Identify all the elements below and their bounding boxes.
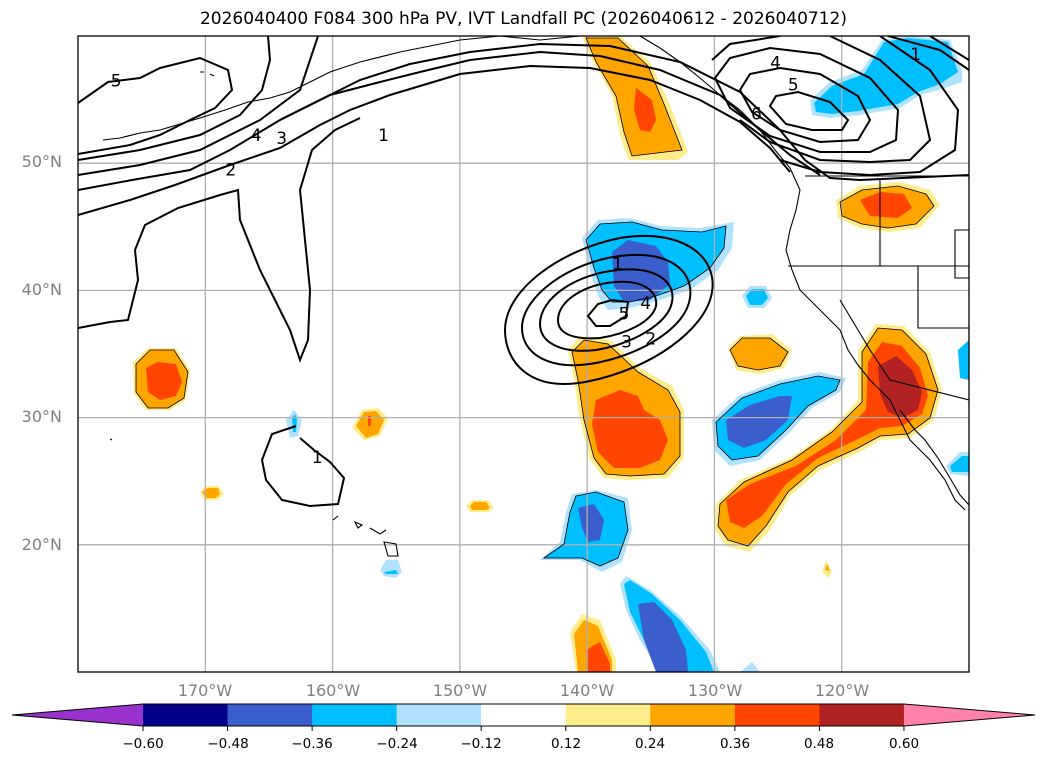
coastline-baja — [899, 409, 969, 506]
colorbar-tick-label: 0.36 — [719, 736, 751, 752]
lat-label-20n: 20°N — [21, 535, 62, 554]
contour-label: 5 — [788, 75, 799, 95]
contour-label: 4 — [770, 54, 781, 74]
colorbar-segment — [565, 704, 651, 726]
coastline-alaska-aleutians — [102, 36, 501, 141]
colorbar-tick-label: −0.24 — [376, 736, 418, 752]
pv-contour-1-loop — [78, 117, 361, 363]
lon-label-170w: 170°W — [177, 681, 233, 700]
pv-contour-1-west — [78, 64, 791, 216]
colorbar-tick-label: −0.36 — [291, 736, 333, 752]
colorbar-segment — [819, 704, 905, 726]
pv-contour-1-hawaii — [260, 425, 346, 508]
colorbar — [11, 703, 1036, 731]
coastline-hawaii — [332, 515, 399, 557]
contour-label: 5 — [619, 304, 630, 324]
lon-label-140w: 140°W — [559, 681, 615, 700]
pv-contour-6-ne — [768, 90, 850, 131]
coastline-small-islands — [109, 71, 215, 441]
pv-contour-2-central — [520, 253, 692, 367]
pv-contour-4-ne — [713, 46, 900, 153]
lon-label-120w: 120°W — [814, 681, 870, 700]
contour-label: 3 — [276, 129, 287, 149]
colorbar-segment — [227, 704, 313, 726]
colorbar-segment — [396, 704, 482, 726]
colorbar-segment — [481, 704, 567, 726]
pv-contour-2-ne — [779, 36, 960, 177]
contour-label: 1 — [612, 255, 623, 275]
pv-contour-5-west — [78, 56, 234, 155]
map-frame — [77, 35, 970, 673]
lon-label-160w: 160°W — [305, 681, 361, 700]
colorbar-segment — [650, 704, 736, 726]
contour-label: 4 — [640, 294, 651, 314]
lat-label-40n: 40°N — [21, 280, 62, 299]
contour-label: 6 — [751, 105, 762, 125]
contour-label: 4 — [251, 126, 262, 146]
pv-contour-3-west — [78, 36, 319, 176]
ocean-background — [78, 36, 969, 672]
pv-contour-4-central — [556, 280, 658, 340]
colorbar-tick-label: −0.60 — [122, 736, 164, 752]
colorbar-tick-label: 0.60 — [888, 736, 920, 752]
contour-label: 1 — [378, 126, 389, 146]
colorbar-tick-label: 0.24 — [634, 736, 666, 752]
pv-contour-1-central — [503, 234, 714, 385]
map-plot-area — [78, 36, 969, 672]
colorbar-segment — [312, 704, 398, 726]
border-states — [788, 180, 969, 401]
colorbar-tick-label: 0.48 — [803, 736, 835, 752]
pv-contours — [78, 36, 969, 508]
shade-outlines — [135, 37, 939, 567]
lat-label-50n: 50°N — [21, 152, 62, 171]
pv-contour-3-extended — [279, 42, 969, 182]
colorbar-extend-min — [12, 704, 143, 726]
contour-label: 5 — [111, 72, 122, 92]
contour-label: 1 — [910, 45, 921, 65]
lon-label-150w: 150°W — [432, 681, 488, 700]
colorbar-tick-label: −0.12 — [460, 736, 502, 752]
gridlines — [78, 36, 969, 672]
colorbar-tick-label: −0.48 — [207, 736, 249, 752]
lon-label-130w: 130°W — [687, 681, 743, 700]
pv-contour-5-central — [586, 298, 630, 327]
colorbar-segment — [143, 704, 229, 726]
contour-label: 3 — [621, 332, 632, 352]
contour-label: 1 — [312, 448, 323, 468]
colorbar-segment — [734, 704, 820, 726]
lat-label-30n: 30°N — [21, 407, 62, 426]
contour-label: 2 — [645, 330, 656, 350]
pv-contour-5-ne — [738, 66, 872, 144]
pv-contour-2-west — [78, 50, 821, 191]
colorbar-tick-label: 0.12 — [550, 736, 582, 752]
chart-title: 2026040400 F084 300 hPa PV, IVT Landfall… — [199, 9, 847, 29]
pv-contour-3-central — [538, 268, 674, 352]
pv-contour-4-west — [78, 36, 272, 161]
coastlines — [102, 36, 969, 557]
pv-contour-1-ne — [887, 36, 969, 71]
pv-contour-3-ne — [711, 36, 932, 164]
colorbar-extend-max — [903, 704, 1035, 726]
contour-label: 2 — [225, 161, 236, 181]
